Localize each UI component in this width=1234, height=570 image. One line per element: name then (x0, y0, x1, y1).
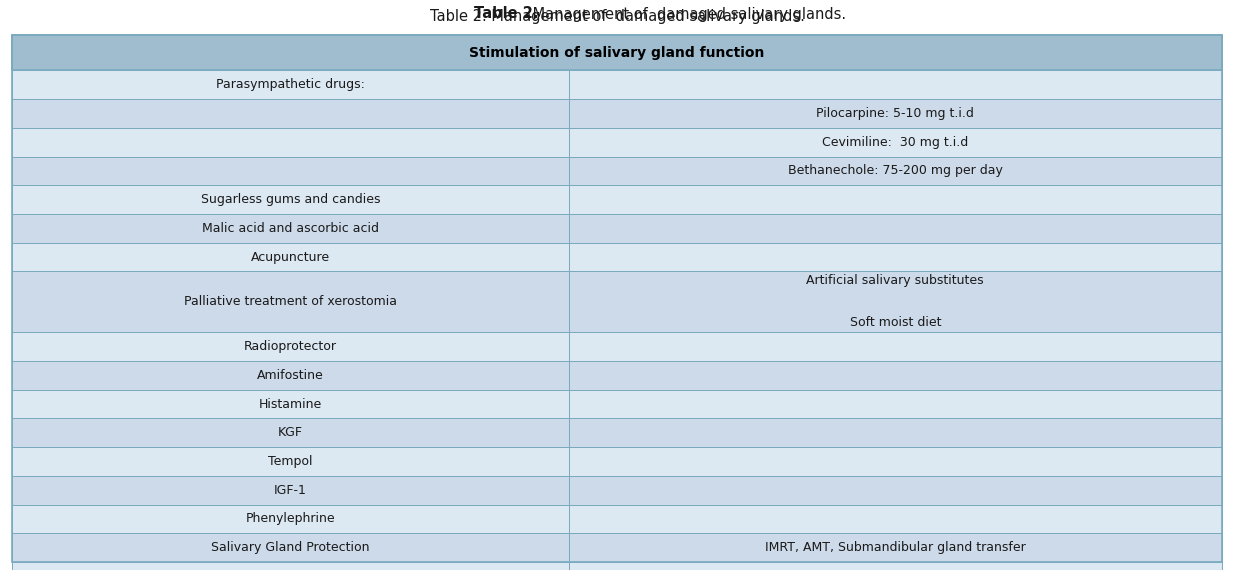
Text: Table 2.: Table 2. (474, 6, 538, 22)
Text: IGF-1: IGF-1 (274, 484, 307, 496)
Text: Parasympathetic drugs:: Parasympathetic drugs: (216, 78, 365, 91)
Text: Bethanechole: 75-200 mg per day: Bethanechole: 75-200 mg per day (787, 164, 1003, 177)
Text: Salivary Gland Protection: Salivary Gland Protection (211, 541, 369, 554)
Text: Histamine: Histamine (259, 397, 322, 410)
Text: IMRT, AMT, Submandibular gland transfer: IMRT, AMT, Submandibular gland transfer (765, 541, 1025, 554)
Text: Palliative treatment of xerostomia: Palliative treatment of xerostomia (184, 295, 397, 308)
Text: Acupuncture: Acupuncture (251, 251, 329, 263)
Text: Malic acid and ascorbic acid: Malic acid and ascorbic acid (202, 222, 379, 235)
Text: Stimulation of salivary gland function: Stimulation of salivary gland function (469, 46, 765, 60)
Text: Tempol: Tempol (268, 455, 312, 468)
Text: Cevimiline:  30 mg t.i.d: Cevimiline: 30 mg t.i.d (822, 136, 969, 149)
Text: Amifostine: Amifostine (257, 369, 323, 382)
Text: Pilocarpine: 5-10 mg t.i.d: Pilocarpine: 5-10 mg t.i.d (817, 107, 974, 120)
Text: Artificial salivary substitutes

Soft moist diet: Artificial salivary substitutes Soft moi… (807, 274, 983, 329)
Text: Management of  damaged salivary glands.: Management of damaged salivary glands. (528, 6, 847, 22)
Text: Phenylephrine: Phenylephrine (246, 512, 336, 526)
Text: Table 2. Management of  damaged salivary glands.: Table 2. Management of damaged salivary … (429, 9, 805, 23)
Text: Sugarless gums and candies: Sugarless gums and candies (201, 193, 380, 206)
Text: KGF: KGF (278, 426, 302, 439)
Text: Radioprotector: Radioprotector (244, 340, 337, 353)
